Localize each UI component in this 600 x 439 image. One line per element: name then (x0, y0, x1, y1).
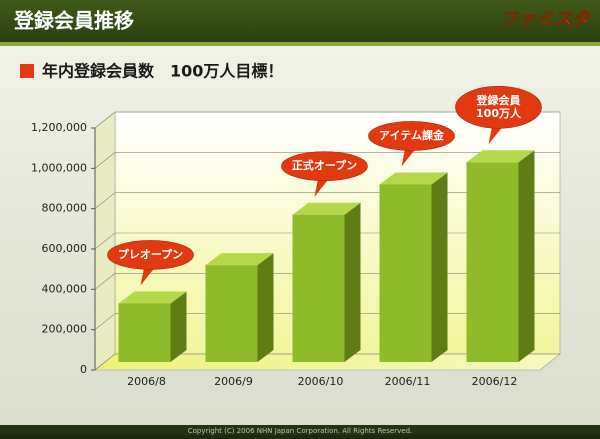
bar-top (379, 172, 448, 185)
header-rule (0, 42, 600, 46)
callout-text: プレオープン (118, 247, 183, 261)
y-tick-label: 1,200,000 (31, 121, 87, 134)
callout-text: アイテム課金 (379, 128, 445, 142)
y-tick-label: 600,000 (42, 242, 88, 255)
callout-pointer (140, 265, 157, 286)
y-tick-label: 0 (80, 363, 87, 376)
x-tick-label: 2006/10 (298, 375, 344, 388)
bar (118, 303, 171, 362)
callout-text: 100万人 (476, 106, 522, 120)
bar-side (344, 202, 361, 362)
callout-pointer (314, 176, 331, 197)
x-tick-label: 2006/9 (214, 375, 253, 388)
bar-side (170, 291, 187, 362)
bar-top (118, 291, 187, 304)
header-title: 登録会員推移 (13, 9, 134, 33)
callout-pointer (401, 146, 418, 167)
callout (368, 121, 455, 151)
callout (107, 240, 194, 270)
bar (466, 162, 519, 362)
bar-top (205, 253, 274, 266)
callout-pointer (488, 124, 505, 145)
logo: ファミスタ (500, 9, 592, 30)
bar-side (257, 253, 274, 362)
x-tick-label: 2006/8 (127, 375, 166, 388)
bar-top (466, 150, 535, 163)
footer-bar (0, 425, 600, 435)
chart-title: 年内登録会員数 100万人目標！ (42, 62, 283, 81)
header-bar (0, 0, 600, 42)
y-tick-label: 1,000,000 (31, 161, 87, 174)
bar-top (292, 202, 361, 215)
callout (281, 151, 368, 182)
y-tick-label: 200,000 (42, 323, 88, 336)
bar (205, 265, 258, 362)
callout-text: 登録会員 (476, 93, 521, 107)
bar (292, 214, 345, 362)
chart: 0 200,000 400,000 600,000 800,000 1,000,000 1,… (31, 85, 561, 388)
callout (455, 85, 542, 129)
y-tick-label: 800,000 (42, 202, 88, 215)
callout-text: 正式オープン (292, 158, 357, 172)
grid-line (94, 111, 560, 129)
bar (379, 184, 432, 362)
bullet (20, 64, 34, 78)
x-tick-label: 2006/11 (385, 375, 431, 388)
bar-side (431, 172, 448, 362)
x-tick-label: 2006/12 (472, 375, 518, 388)
footer: Copyright (C) 2006 NHN Japan Corporation… (188, 427, 413, 435)
y-tick-label: 400,000 (42, 282, 88, 295)
bar-side (518, 150, 535, 362)
